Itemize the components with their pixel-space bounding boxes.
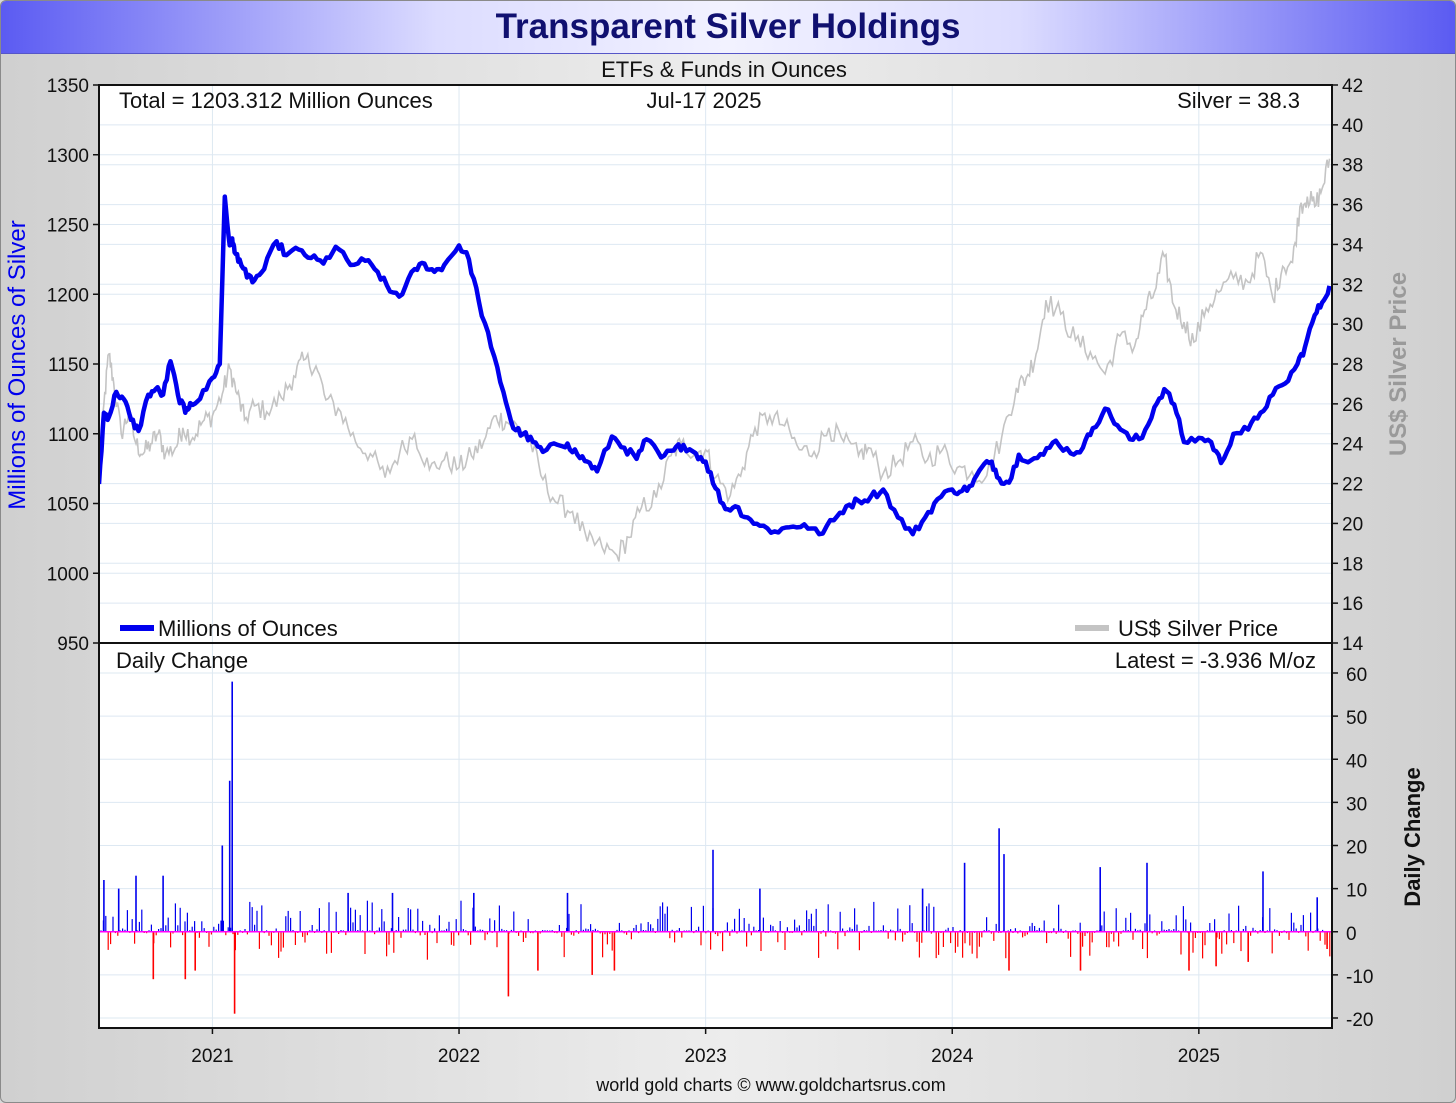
right-tick-label: 22 — [1342, 475, 1363, 496]
daily-tick-label: 20 — [1346, 838, 1367, 859]
left-tick-label: 1050 — [47, 495, 89, 516]
left-tick-label: 1150 — [48, 355, 89, 376]
x-tick-label: 2025 — [1178, 1046, 1220, 1067]
plot-border — [98, 84, 1333, 1029]
latest-change-text: Latest = -3.936 M/oz — [1115, 648, 1316, 673]
x-tick-label: 2021 — [191, 1046, 233, 1067]
legend-price-label: US$ Silver Price — [1118, 616, 1278, 641]
daily-axis-ticks: -20 -10 0 10 20 30 40 50 60 — [1332, 665, 1373, 1031]
daily-tick-label: 50 — [1346, 708, 1367, 729]
left-tick-label: 1350 — [47, 76, 89, 97]
holdings-series — [99, 194, 1332, 537]
right-tick-label: 20 — [1342, 514, 1363, 535]
right-tick-label: 32 — [1342, 275, 1363, 296]
daily-tick-label: 40 — [1346, 751, 1367, 772]
left-axis-ticks: 950 1000 1050 1100 1150 1200 1250 1300 1350 — [47, 76, 99, 655]
legend-holdings-label: Millions of Ounces — [158, 616, 338, 641]
right-axis-ticks: 14 16 18 20 22 24 26 28 30 32 34 36 38 40 42 — [1332, 76, 1364, 655]
footer-credit: world gold charts © www.goldchartsrus.co… — [595, 1075, 945, 1095]
daily-tick-label: 60 — [1346, 665, 1367, 686]
daily-change-title: Daily Change — [116, 648, 248, 673]
date-text: Jul-17 2025 — [647, 88, 762, 113]
daily-tick-label: 30 — [1346, 794, 1367, 815]
left-tick-label: 950 — [57, 634, 89, 655]
holdings-line — [99, 194, 1332, 537]
left-tick-label: 1250 — [47, 216, 89, 237]
right-tick-label: 34 — [1342, 235, 1364, 256]
total-text: Total = 1203.312 Million Ounces — [119, 88, 433, 113]
left-tick-label: 1100 — [48, 425, 89, 446]
chart-subtitle: ETFs & Funds in Ounces — [601, 57, 847, 82]
left-axis-label: Millions of Ounces of Silver — [4, 220, 31, 509]
price-line — [99, 158, 1331, 562]
silver-price-text: Silver = 38.3 — [1177, 88, 1300, 113]
right-tick-label: 38 — [1342, 156, 1363, 177]
right-tick-label: 24 — [1342, 435, 1364, 456]
right-axis-label: US$ Silver Price — [1385, 272, 1412, 456]
chart-title: Transparent Silver Holdings — [495, 7, 961, 46]
daily-tick-label: -10 — [1346, 967, 1373, 988]
left-tick-label: 1000 — [47, 564, 89, 585]
price-series — [99, 158, 1331, 562]
right-tick-label: 36 — [1342, 196, 1363, 217]
daily-tick-label: 10 — [1346, 881, 1367, 902]
x-tick-label: 2023 — [684, 1046, 726, 1067]
daily-tick-label: -20 — [1346, 1010, 1373, 1031]
daily-tick-label: 0 — [1346, 924, 1357, 945]
right-tick-label: 28 — [1342, 355, 1363, 376]
daily-axis-label: Daily Change — [1400, 767, 1425, 906]
right-tick-label: 18 — [1342, 554, 1363, 575]
right-tick-label: 30 — [1342, 315, 1363, 336]
right-tick-label: 16 — [1342, 594, 1363, 615]
x-axis-ticks: 2021 2022 2023 2024 2025 — [191, 1028, 1220, 1067]
x-tick-label: 2024 — [931, 1046, 974, 1067]
left-tick-label: 1200 — [47, 285, 89, 306]
right-tick-label: 40 — [1342, 116, 1363, 137]
left-tick-label: 1300 — [47, 146, 89, 167]
title-bar: Transparent Silver Holdings — [1, 1, 1455, 54]
right-tick-label: 42 — [1342, 76, 1363, 97]
right-tick-label: 14 — [1342, 634, 1364, 655]
x-tick-label: 2022 — [438, 1046, 480, 1067]
bottom-plot-area — [99, 643, 1332, 1028]
right-tick-label: 26 — [1342, 395, 1363, 416]
